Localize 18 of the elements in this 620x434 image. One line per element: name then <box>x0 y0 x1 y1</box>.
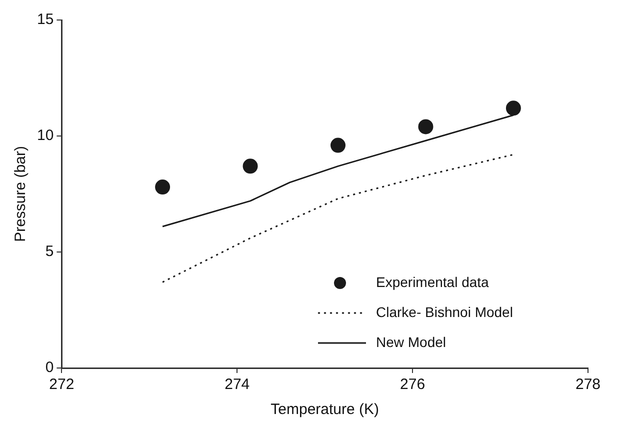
legend-label: Experimental data <box>376 274 490 290</box>
point <box>242 158 258 174</box>
x-tick-label: 272 <box>49 376 74 394</box>
x-axis-title: Temperature (K) <box>270 401 380 418</box>
y-tick-label: 15 <box>36 11 54 28</box>
point <box>330 138 346 153</box>
point <box>506 100 521 116</box>
y-tick-label: 0 <box>45 359 54 376</box>
y-tick-label: 5 <box>45 243 54 260</box>
point <box>418 119 434 134</box>
x-tick-label: 276 <box>400 376 426 394</box>
x-tick-label: 278 <box>575 376 601 394</box>
point <box>155 180 170 195</box>
legend-label: Clarke- Bishnoi Model <box>376 304 513 320</box>
y-tick-label: 10 <box>36 127 54 144</box>
legend-label: New Model <box>376 334 446 350</box>
y-axis-title: Pressure (bar) <box>12 146 30 242</box>
x-tick-label: 274 <box>224 376 250 394</box>
